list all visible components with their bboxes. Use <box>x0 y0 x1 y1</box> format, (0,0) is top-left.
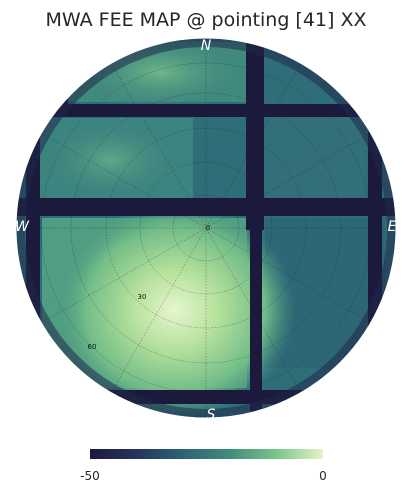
null-band-v2 <box>250 228 262 418</box>
label-east: E <box>388 219 397 235</box>
ring-label-60: 60 <box>88 343 97 351</box>
ring-label-30: 30 <box>138 293 147 301</box>
chart-title: MWA FEE MAP @ pointing [41] XX <box>45 9 366 31</box>
label-north: N <box>201 38 212 54</box>
grid-ring-45 <box>105 127 307 329</box>
horizon-circle <box>15 37 397 419</box>
lobe-cell-ne <box>265 118 365 198</box>
colorbar: -50 0 <box>80 449 327 483</box>
grid-meridian-150 <box>110 62 302 394</box>
polar-grid <box>16 38 396 418</box>
null-band-v1 <box>246 40 264 230</box>
label-south: S <box>207 407 216 423</box>
label-west: W <box>15 219 30 235</box>
colorbar-max-label: 0 <box>319 469 327 483</box>
sidelobe-nw <box>40 120 180 200</box>
colorbar-min-label: -50 <box>80 469 100 483</box>
colorbar-gradient <box>90 449 323 459</box>
ring-label-0: 0 <box>206 224 210 232</box>
main-lobe-peak <box>55 200 295 418</box>
